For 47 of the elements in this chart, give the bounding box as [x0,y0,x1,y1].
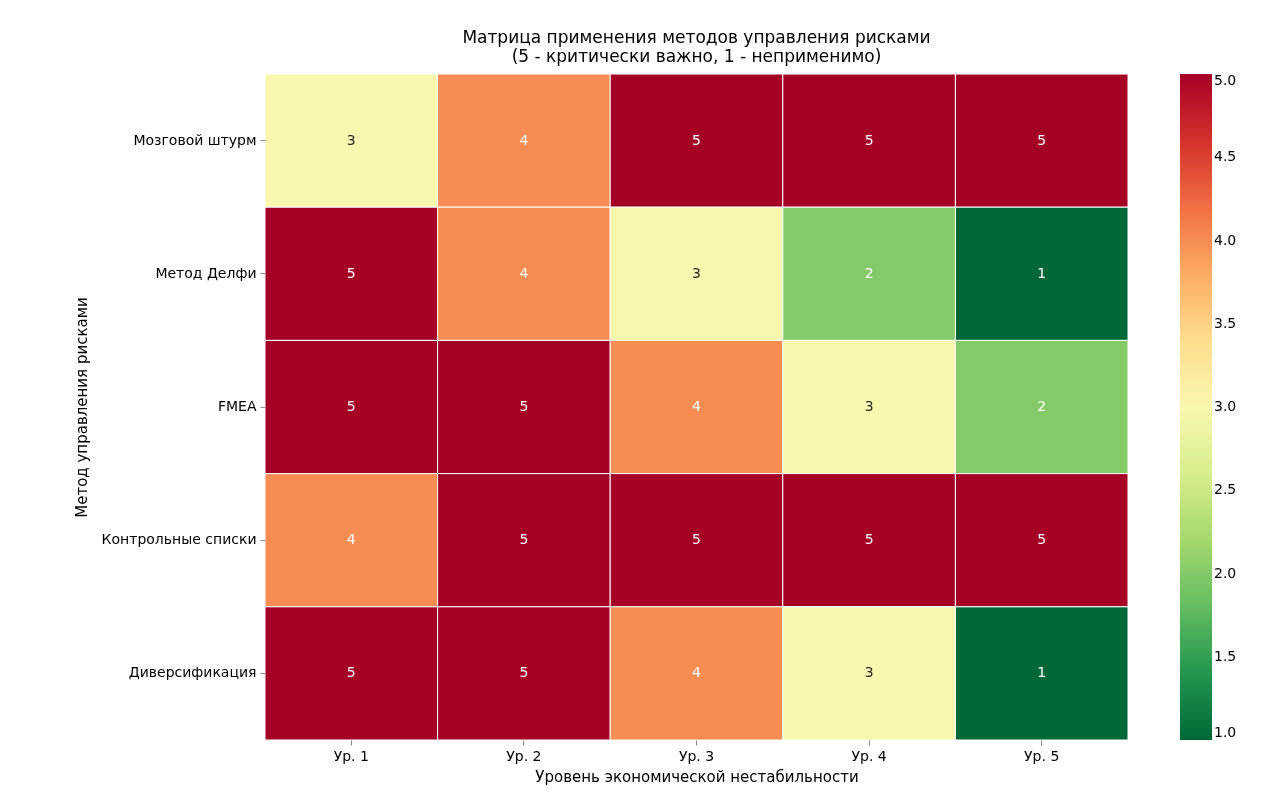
data-label: 5 [692,131,701,148]
color-bar-label: 5.0 [1214,72,1237,88]
data-label: 2 [864,264,874,281]
data-label: 5 [519,398,529,414]
data-label: 3 [346,131,356,148]
data-label: 5 [519,664,529,681]
color-bar-label: 1.0 [1214,724,1237,740]
data-label: 5 [864,531,874,548]
color-bar-label: 4.0 [1214,231,1237,248]
color-bar-label: 3.5 [1214,314,1237,331]
color-bar-label: 2.5 [1214,481,1237,498]
x-axis-title: Уровень экономической нестабильности [535,767,859,786]
y-tick-label: FMEA [217,398,257,414]
data-label: 5 [346,664,356,681]
data-label: 3 [864,664,874,681]
x-tick-label: Ур. 5 [1024,747,1060,764]
data-label: 5 [692,531,701,548]
data-label: 5 [1037,531,1047,548]
data-label: 4 [692,664,702,681]
data-label: 1 [1037,264,1047,281]
data-label: 4 [346,531,356,548]
data-label: 5 [519,531,529,548]
chart-title: Матрица применения методов управления рисками (5 - критически важно, 1 - неприменимо) [462,26,931,66]
color-bar-label: 1.5 [1214,647,1237,664]
color-bar-label: 3.0 [1214,398,1237,414]
data-label: 5 [346,264,356,281]
x-tick-label: Ур. 2 [506,747,542,764]
data-label: 1 [1037,664,1047,681]
y-tick-label: Метод Делфи [155,264,257,281]
data-label: 3 [864,398,874,414]
y-tick-label: Контрольные списки [101,531,257,548]
x-tick-label: Ур. 3 [678,747,715,764]
y-tick-label: Мозговой штурм [133,131,257,148]
data-label: 3 [692,264,701,281]
color-bar-label: 4.5 [1214,148,1237,165]
data-label: 4 [519,264,529,281]
color-bar-label: 2.0 [1214,564,1237,581]
data-label: 4 [692,398,702,414]
data-label: 5 [346,398,356,414]
data-label: 5 [1037,131,1047,148]
y-tick-label: Диверсификация [128,664,257,681]
y-axis-title: Метод управления рисками [72,297,91,518]
x-tick-label: Ур. 4 [851,747,887,764]
data-label: 4 [519,131,529,148]
x-tick-label: Ур. 1 [333,747,369,764]
data-label: 5 [864,131,874,148]
data-label: 2 [1037,398,1047,414]
